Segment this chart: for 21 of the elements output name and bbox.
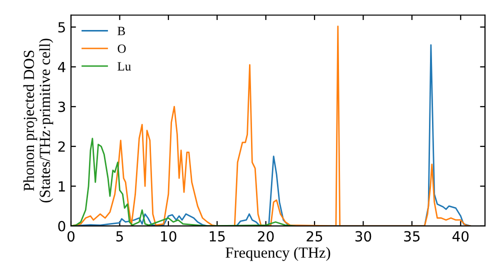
- line-series: [71, 138, 296, 226]
- x-tick-label: 30: [355, 231, 372, 242]
- x-tick-label: 10: [161, 231, 176, 242]
- x-tick-label: 25: [306, 231, 322, 242]
- legend-label: B: [118, 26, 125, 36]
- x-tick-label: 5: [116, 231, 123, 242]
- x-tick-label: 0: [67, 231, 74, 242]
- y-tick-label: 1: [58, 181, 65, 192]
- legend-label: O: [118, 44, 126, 53]
- y-axis-title: Phonon projected DOS (States/THz·primitive cell): [23, 38, 54, 202]
- y-tick-label: 5: [58, 22, 65, 33]
- legend-label: Lu: [118, 62, 131, 71]
- y-tick-label: 4: [58, 62, 66, 72]
- x-tick-label: 20: [258, 231, 274, 242]
- x-axis-title: Frequency (THz): [226, 247, 330, 261]
- y-tick-label: 2: [58, 141, 65, 152]
- x-tick-label: 40: [452, 231, 469, 242]
- y-tick-label: 3: [58, 102, 66, 112]
- x-tick-label: 35: [404, 231, 420, 242]
- x-tick-label: 15: [210, 231, 225, 242]
- y-tick-label: 0: [58, 220, 66, 232]
